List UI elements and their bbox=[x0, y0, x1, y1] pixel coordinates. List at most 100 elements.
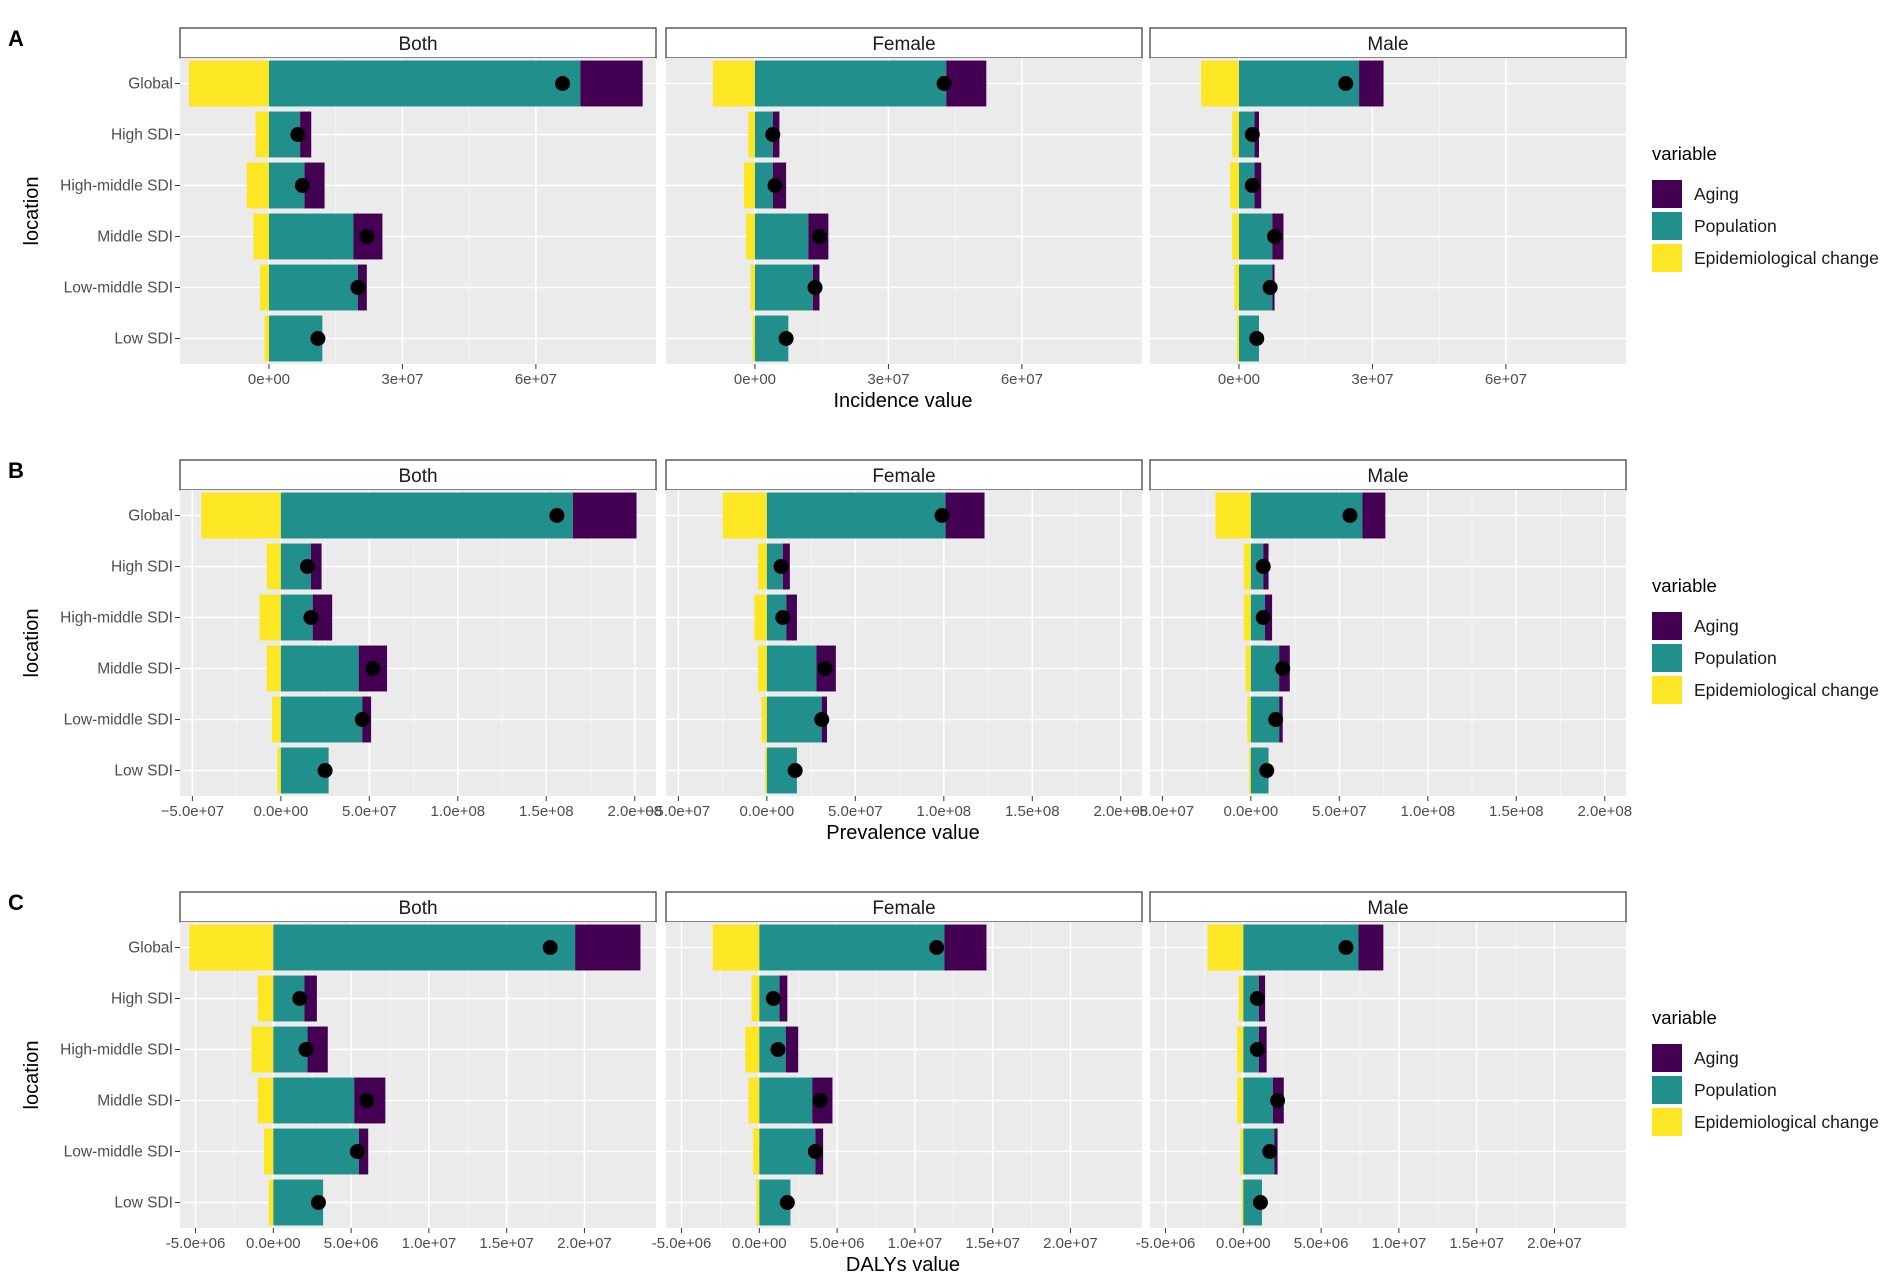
x-tick-label: 5.0e+07 bbox=[1312, 803, 1367, 820]
panel-background bbox=[666, 922, 1142, 1228]
y-tick-label: Global bbox=[128, 940, 173, 957]
total-change-point bbox=[359, 1093, 375, 1108]
bar-epidemiological-change bbox=[722, 492, 767, 539]
facet-label-female: Female bbox=[872, 466, 935, 487]
x-tick-label: -5.0e+06 bbox=[166, 1235, 226, 1252]
bar-aging bbox=[785, 1026, 799, 1073]
bar-aging bbox=[312, 594, 333, 641]
bar-aging bbox=[779, 975, 788, 1022]
bar-epidemiological-change bbox=[1201, 60, 1239, 107]
facet-label-male: Male bbox=[1367, 898, 1408, 919]
x-tick-label: 0e+00 bbox=[1218, 371, 1260, 388]
bar-aging bbox=[1359, 60, 1384, 107]
x-tick-label: 1.5e+08 bbox=[1005, 803, 1060, 820]
legend-swatch-population bbox=[1652, 644, 1682, 672]
legend-swatch-population bbox=[1652, 212, 1682, 240]
x-tick-label: 1.0e+08 bbox=[916, 803, 971, 820]
total-change-point bbox=[929, 940, 945, 955]
bar-population bbox=[280, 492, 573, 539]
total-change-point bbox=[317, 763, 333, 778]
total-change-point bbox=[778, 331, 794, 346]
total-change-point bbox=[1252, 1195, 1268, 1210]
legend-swatch-epidemiological-change bbox=[1652, 244, 1682, 272]
x-tick-label: 0.0e+00 bbox=[732, 1235, 787, 1252]
legend-swatch-epidemiological-change bbox=[1652, 1108, 1682, 1136]
legend-label-epidemiological-change: Epidemiological change bbox=[1694, 248, 1879, 268]
bar-epidemiological-change bbox=[743, 162, 755, 209]
x-tick-label: 2.0e+07 bbox=[1527, 1235, 1582, 1252]
bar-epidemiological-change bbox=[259, 594, 281, 641]
x-tick-label: 3e+07 bbox=[1351, 371, 1393, 388]
legend-swatch-aging bbox=[1652, 180, 1682, 208]
x-tick-label: -5.0e+06 bbox=[1136, 1235, 1196, 1252]
bar-epidemiological-change bbox=[758, 645, 767, 692]
total-change-point bbox=[812, 1093, 828, 1108]
y-tick-label: High SDI bbox=[111, 127, 173, 144]
x-tick-label: 6e+07 bbox=[1485, 371, 1527, 388]
x-tick-label: 0.0e+00 bbox=[1216, 1235, 1271, 1252]
bar-aging bbox=[1362, 492, 1386, 539]
total-change-point bbox=[1262, 280, 1278, 295]
y-tick-label: Low SDI bbox=[114, 763, 173, 780]
y-axis-title: location bbox=[21, 609, 43, 678]
total-change-point bbox=[350, 280, 366, 295]
total-change-point bbox=[303, 610, 319, 625]
total-change-point bbox=[770, 1042, 786, 1057]
total-change-point bbox=[1249, 1042, 1265, 1057]
facet-strip-female bbox=[665, 891, 1143, 923]
total-change-point bbox=[817, 661, 833, 676]
bar-population bbox=[273, 1077, 355, 1124]
bar-epidemiological-change bbox=[264, 1128, 274, 1175]
y-tick-label: High-middle SDI bbox=[60, 178, 173, 195]
total-change-point bbox=[1270, 1093, 1286, 1108]
total-change-point bbox=[1342, 508, 1358, 523]
x-tick-label: 0e+00 bbox=[248, 371, 290, 388]
total-change-point bbox=[934, 508, 950, 523]
total-change-point bbox=[775, 610, 791, 625]
panel-background bbox=[1150, 490, 1626, 796]
bar-aging bbox=[786, 594, 797, 641]
y-tick-label: Low-middle SDI bbox=[64, 712, 173, 729]
bar-population bbox=[759, 1128, 816, 1175]
legend-swatch-aging bbox=[1652, 612, 1682, 640]
panel-background bbox=[666, 490, 1142, 796]
bar-epidemiological-change bbox=[1247, 696, 1251, 743]
total-change-point bbox=[298, 1042, 314, 1057]
bar-epidemiological-change bbox=[758, 543, 767, 590]
x-tick-label: 2.0e+08 bbox=[607, 803, 662, 820]
bar-epidemiological-change bbox=[761, 696, 767, 743]
bar-population bbox=[754, 111, 773, 158]
y-axis-title: location bbox=[21, 1041, 43, 1110]
legend-label-aging: Aging bbox=[1694, 1048, 1739, 1068]
bar-epidemiological-change bbox=[246, 162, 269, 209]
x-tick-label: -5.0e+06 bbox=[652, 1235, 712, 1252]
total-change-point bbox=[767, 178, 783, 193]
bar-epidemiological-change bbox=[754, 594, 767, 641]
bar-aging bbox=[1358, 924, 1384, 971]
bar-population bbox=[1243, 1077, 1273, 1124]
bar-epidemiological-change bbox=[260, 264, 269, 311]
facet-label-both: Both bbox=[398, 34, 437, 55]
total-change-point bbox=[787, 763, 803, 778]
bar-epidemiological-change bbox=[1234, 264, 1239, 311]
y-tick-label: Low SDI bbox=[114, 1195, 173, 1212]
bar-epidemiological-change bbox=[1243, 543, 1251, 590]
x-tick-label: 5.0e+06 bbox=[810, 1235, 865, 1252]
bar-aging bbox=[304, 975, 317, 1022]
x-tick-label: 1.5e+08 bbox=[519, 803, 574, 820]
bar-epidemiological-change bbox=[201, 492, 281, 539]
total-change-point bbox=[807, 280, 823, 295]
y-tick-label: Low-middle SDI bbox=[64, 280, 173, 297]
facet-strip-male bbox=[1149, 459, 1627, 491]
bar-epidemiological-change bbox=[765, 747, 767, 794]
bar-epidemiological-change bbox=[1237, 1077, 1244, 1124]
total-change-point bbox=[310, 331, 326, 346]
y-tick-label: High SDI bbox=[111, 991, 173, 1008]
x-tick-label: 1.0e+07 bbox=[402, 1235, 457, 1252]
legend-swatch-population bbox=[1652, 1076, 1682, 1104]
bar-population bbox=[766, 696, 822, 743]
bar-epidemiological-change bbox=[1241, 1179, 1244, 1226]
x-tick-label: 5.0e+06 bbox=[324, 1235, 379, 1252]
x-tick-label: 5.0e+07 bbox=[342, 803, 397, 820]
total-change-point bbox=[555, 76, 571, 91]
